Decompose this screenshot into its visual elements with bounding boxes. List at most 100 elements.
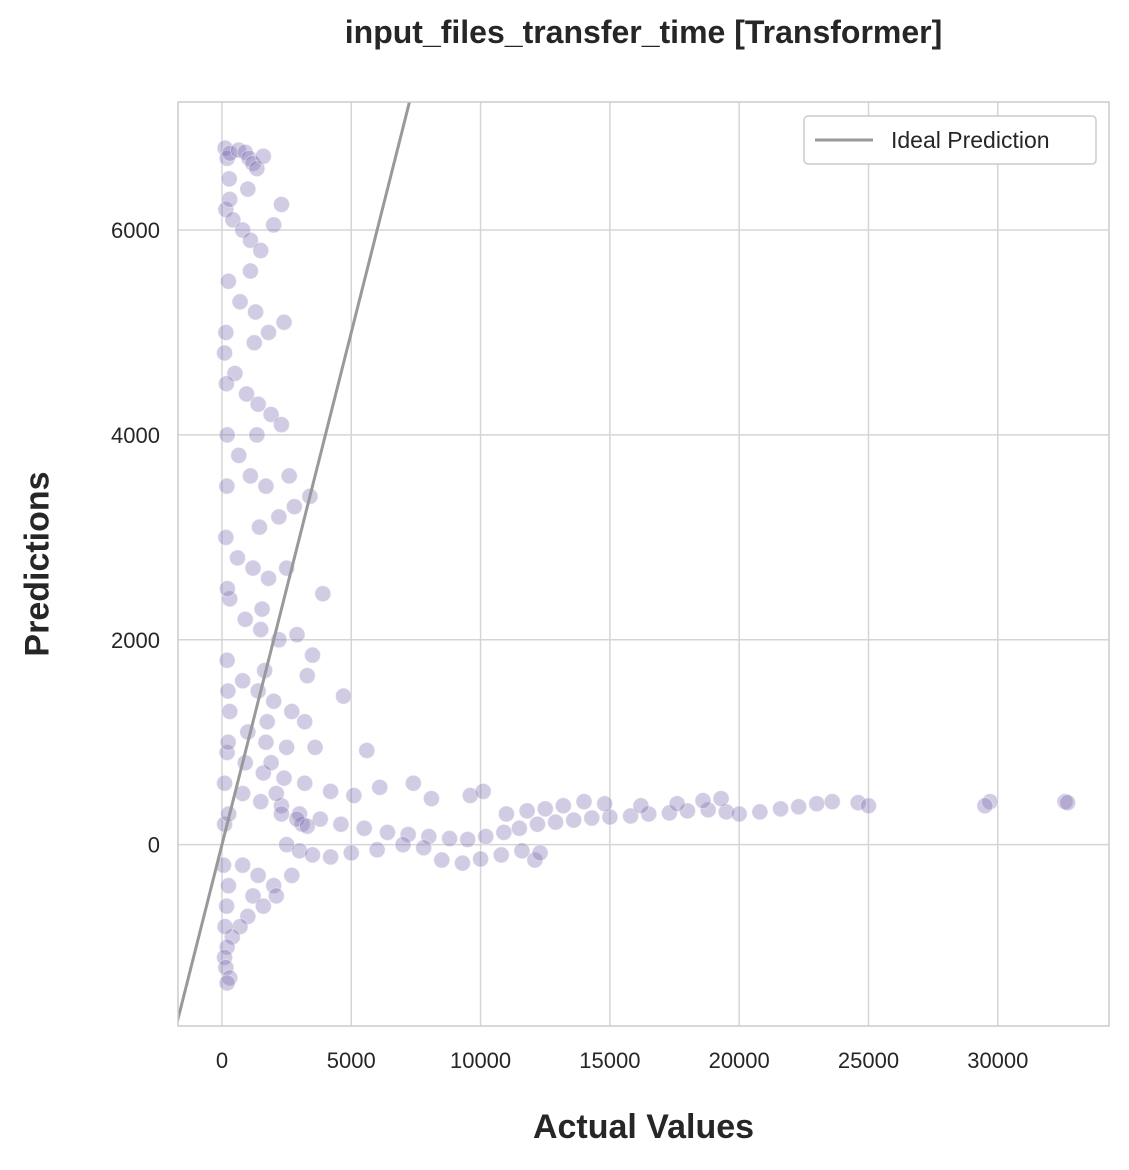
data-point (221, 703, 239, 721)
data-point (790, 798, 808, 816)
data-point (293, 815, 311, 833)
data-point (238, 385, 256, 403)
data-point (258, 713, 276, 731)
data-point (314, 585, 332, 603)
data-point (218, 897, 236, 915)
x-axis-label: Actual Values (532, 1108, 755, 1146)
data-point (283, 703, 301, 721)
data-point (217, 323, 235, 341)
data-point (224, 211, 242, 229)
data-point (531, 844, 549, 862)
data-point (239, 180, 257, 198)
data-point (332, 815, 350, 833)
data-point (216, 139, 234, 157)
data-point (231, 918, 249, 936)
data-point (244, 559, 262, 577)
data-point (554, 797, 572, 815)
data-point (583, 809, 601, 827)
data-point (230, 446, 248, 464)
data-point (981, 793, 999, 811)
data-point (335, 687, 353, 705)
data-point (823, 793, 841, 811)
data-point (510, 819, 528, 837)
data-point (248, 426, 266, 444)
data-point (236, 143, 254, 161)
data-point (474, 782, 492, 800)
data-point (717, 803, 735, 821)
data-point (632, 797, 650, 815)
x-tick-label: 20000 (709, 1048, 770, 1073)
data-point (223, 928, 241, 946)
data-point (234, 221, 252, 239)
data-point (218, 477, 236, 495)
data-point (228, 549, 246, 567)
data-point (272, 797, 290, 815)
data-point (283, 866, 301, 884)
data-point (218, 580, 236, 598)
data-point (280, 467, 298, 485)
data-point (221, 190, 239, 208)
plot-area-background (178, 102, 1109, 1026)
data-point (234, 672, 252, 690)
data-point (322, 782, 340, 800)
data-point (275, 769, 293, 787)
data-point (660, 804, 678, 822)
data-point (596, 795, 614, 813)
data-point (216, 948, 234, 966)
data-point (678, 802, 696, 820)
data-point (1059, 794, 1077, 812)
data-point (296, 774, 314, 792)
data-point (249, 395, 267, 413)
data-point (219, 682, 237, 700)
data-point (218, 149, 236, 167)
data-point (254, 147, 272, 165)
data-point (808, 795, 826, 813)
data-point (218, 938, 236, 956)
data-point (565, 811, 583, 829)
x-tick-label: 15000 (579, 1048, 640, 1073)
data-point (518, 802, 536, 820)
data-point (622, 807, 640, 825)
legend-box (803, 115, 1097, 165)
data-point (244, 154, 262, 172)
x-tick-label: 5000 (327, 1048, 376, 1073)
data-point (371, 778, 389, 796)
data-point (358, 741, 376, 759)
data-point (248, 160, 266, 178)
data-point (217, 201, 235, 219)
data-point (241, 262, 259, 280)
data-point (368, 841, 386, 859)
data-point (275, 313, 293, 331)
data-point (288, 626, 306, 644)
data-point (216, 774, 234, 792)
data-point (298, 817, 316, 835)
data-point (257, 477, 275, 495)
data-point (712, 790, 730, 808)
data-point (378, 823, 396, 841)
data-point (272, 805, 290, 823)
data-point (262, 754, 280, 772)
data-point (245, 334, 263, 352)
data-point (355, 819, 373, 837)
y-tick-label: 0 (148, 833, 160, 858)
data-point (859, 797, 877, 815)
data-point (278, 738, 296, 756)
data-point (322, 848, 340, 866)
legend: Ideal Prediction (803, 115, 1097, 165)
y-tick-labels: 0 2000 4000 6000 (111, 218, 160, 858)
data-point (260, 569, 278, 587)
data-point (254, 764, 272, 782)
data-point (244, 887, 262, 905)
data-point (1056, 793, 1074, 811)
data-point (267, 784, 285, 802)
data-point (216, 918, 234, 936)
data-point (239, 907, 257, 925)
data-point (219, 877, 237, 895)
data-point (399, 825, 417, 843)
data-point (528, 815, 546, 833)
data-point (231, 293, 249, 311)
data-point (221, 590, 239, 608)
chart-title: input_files_transfer_time [Transformer] (344, 14, 943, 50)
data-point (601, 808, 619, 826)
